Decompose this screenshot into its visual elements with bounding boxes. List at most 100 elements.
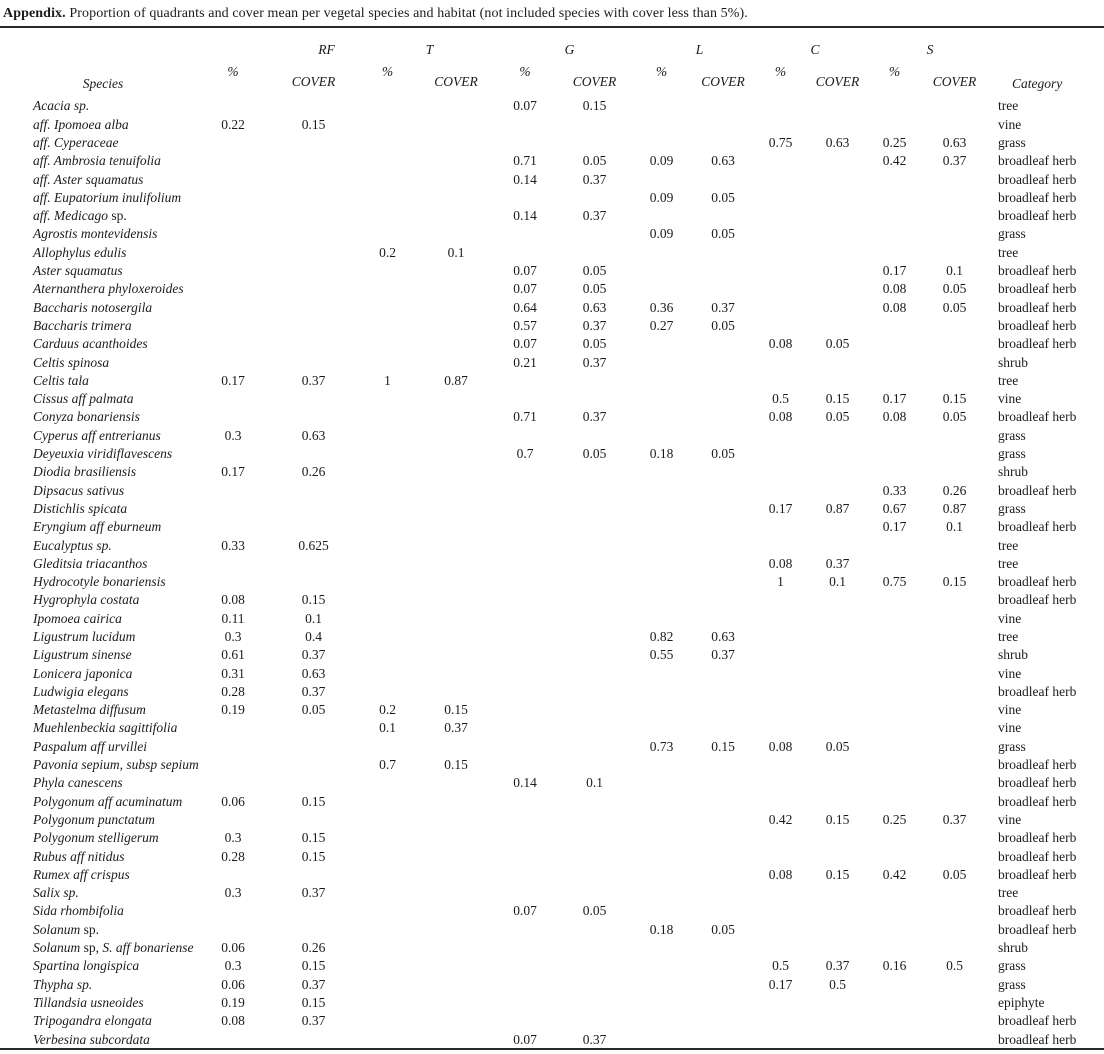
value-cell xyxy=(490,591,560,609)
group-header-c: C xyxy=(810,42,820,57)
value-cell xyxy=(809,756,866,774)
value-cell xyxy=(694,371,752,389)
species-name: Acacia sp. xyxy=(0,97,192,115)
species-name-segment: Eucalyptus sp. xyxy=(33,537,112,553)
value-cell: 0.05 xyxy=(942,299,967,315)
species-name-segment: Lonicera japonica xyxy=(33,665,133,681)
value-cell xyxy=(422,591,490,609)
value-cell xyxy=(629,371,694,389)
value-cell xyxy=(923,371,986,389)
category-cell: broadleaf herb xyxy=(998,903,1077,919)
value-cell xyxy=(866,188,923,206)
value-cell xyxy=(629,353,694,371)
table-header: Species RF T G L C S Category % COVER % … xyxy=(0,28,1104,97)
value-cell xyxy=(809,719,866,737)
value-cell xyxy=(629,536,694,554)
value-cell xyxy=(192,353,274,371)
value-cell xyxy=(694,353,752,371)
value-cell xyxy=(422,792,490,810)
value-cell: 0.21 xyxy=(513,354,537,370)
value-cell xyxy=(422,1012,490,1030)
value-cell xyxy=(809,847,866,865)
value-cell xyxy=(353,664,422,682)
value-cell xyxy=(752,847,809,865)
table-row: Celtis spinosa 0.21 0.37 shrub xyxy=(0,353,1104,371)
category-cell: broadleaf herb xyxy=(998,189,1077,205)
value-cell xyxy=(274,811,353,829)
value-cell xyxy=(353,792,422,810)
table-row: Paspalum aff urvillei 0.73 0.15 0.08 0.05 gra… xyxy=(0,737,1104,755)
category-cell: broadleaf herb xyxy=(998,482,1077,498)
value-cell: 0.15 xyxy=(444,702,468,718)
value-cell xyxy=(694,719,752,737)
category-cell: grass xyxy=(998,976,1026,992)
value-cell xyxy=(866,737,923,755)
category-cell: broadleaf herb xyxy=(998,409,1077,425)
value-cell xyxy=(866,683,923,701)
value-cell xyxy=(809,243,866,261)
value-cell: 0.08 xyxy=(768,738,793,754)
species-name: Carduus acanthoides xyxy=(0,335,192,353)
value-cell xyxy=(353,536,422,554)
value-cell xyxy=(560,683,629,701)
category-cell: broadleaf herb xyxy=(998,208,1077,224)
category-cell: tree xyxy=(998,537,1019,553)
value-cell xyxy=(866,920,923,938)
value-cell xyxy=(629,481,694,499)
value-cell xyxy=(809,646,866,664)
value-cell xyxy=(353,920,422,938)
value-cell xyxy=(809,280,866,298)
species-name-segment: S. aff bonariense xyxy=(102,940,194,956)
value-cell: 0.14 xyxy=(513,775,537,791)
species-column-header: Species xyxy=(82,76,124,91)
value-cell: 0.15 xyxy=(301,116,326,132)
category-cell: grass xyxy=(998,427,1026,443)
value-cell xyxy=(353,335,422,353)
value-cell xyxy=(923,756,986,774)
value-cell xyxy=(629,207,694,225)
value-cell xyxy=(629,115,694,133)
category-cell: broadleaf herb xyxy=(998,153,1077,169)
value-cell xyxy=(694,554,752,572)
value-cell xyxy=(422,1030,490,1049)
value-cell xyxy=(560,371,629,389)
value-cell: 0.17 xyxy=(882,391,907,407)
value-cell xyxy=(560,134,629,152)
value-cell xyxy=(560,719,629,737)
value-cell xyxy=(923,701,986,719)
value-cell xyxy=(422,280,490,298)
table-row: Sida rhombifolia 0.07 0.05 broadleaf herb xyxy=(0,902,1104,920)
table-row: Conyza bonariensis 0.71 0.37 0.08 0.05 0.08 0.… xyxy=(0,408,1104,426)
value-cell xyxy=(560,225,629,243)
value-cell xyxy=(629,609,694,627)
species-name-segment: Polygonum stelligerum xyxy=(33,830,159,846)
value-cell xyxy=(809,920,866,938)
value-cell xyxy=(866,847,923,865)
value-cell: 0.25 xyxy=(882,811,907,827)
value-cell xyxy=(923,774,986,792)
value-cell: 0.26 xyxy=(301,940,326,956)
category-cell: broadleaf herb xyxy=(998,263,1077,279)
value-cell xyxy=(923,664,986,682)
species-name: Spartina longispica xyxy=(0,957,192,975)
species-name: Distichlis spicata xyxy=(0,500,192,518)
value-cell xyxy=(192,134,274,152)
value-cell xyxy=(353,554,422,572)
species-name-segment: Hygrophyla costata xyxy=(33,592,140,608)
value-cell xyxy=(923,243,986,261)
g-percent-header: % xyxy=(519,64,531,79)
l-cover-header: COVER xyxy=(701,74,745,89)
value-cell xyxy=(422,188,490,206)
value-cell xyxy=(923,188,986,206)
value-cell xyxy=(752,262,809,280)
value-cell xyxy=(629,664,694,682)
species-name-segment: Cissus aff palmata xyxy=(33,391,134,407)
value-cell: 0.37 xyxy=(825,958,850,974)
species-name-segment: Rumex aff crispus xyxy=(33,866,130,882)
value-cell xyxy=(694,847,752,865)
category-cell: tree xyxy=(998,629,1019,644)
value-cell xyxy=(866,536,923,554)
value-cell xyxy=(752,591,809,609)
value-cell xyxy=(490,243,560,261)
value-cell xyxy=(809,774,866,792)
